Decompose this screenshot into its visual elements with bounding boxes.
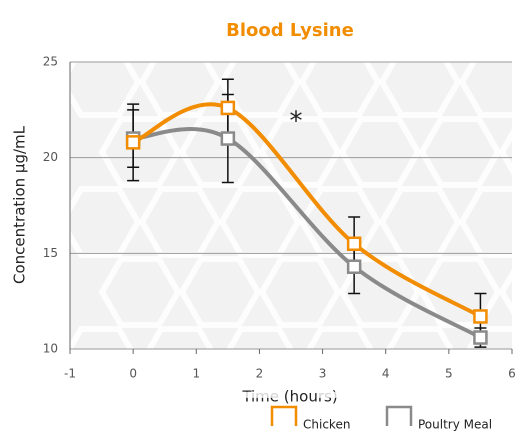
x-tick-label: 0 — [129, 367, 137, 381]
background-hex — [98, 256, 182, 328]
marker — [125, 135, 141, 150]
background-hex — [458, 326, 517, 398]
x-tick-label: 4 — [382, 367, 390, 381]
background-hex — [58, 46, 142, 118]
background-hex — [498, 260, 517, 324]
x-tick-label: 1 — [192, 367, 200, 381]
background-hex — [298, 186, 382, 258]
y-axis-label: Concentration µg/mL — [11, 125, 29, 284]
background-hex — [298, 46, 382, 118]
background-hex — [418, 256, 502, 328]
legend-swatch — [385, 405, 413, 426]
background-hex — [338, 256, 422, 328]
background-hex — [138, 326, 222, 398]
x-tick-label: 3 — [319, 367, 327, 381]
marker — [220, 100, 236, 116]
x-tick-label: 6 — [508, 367, 516, 381]
background-hex — [58, 186, 142, 258]
background-hex — [378, 326, 462, 398]
background-hex — [58, 326, 142, 398]
y-tick-label: 25 — [43, 55, 58, 69]
x-tick-label: -1 — [64, 367, 76, 381]
background-hex — [218, 326, 302, 398]
background-hex — [138, 186, 222, 258]
x-tick-label: 2 — [256, 367, 264, 381]
x-tick-label: 5 — [445, 367, 453, 381]
chart-title: Blood Lysine — [226, 20, 354, 41]
background-hex — [178, 116, 262, 188]
background-hex — [338, 116, 422, 188]
marker — [346, 259, 362, 274]
background-hex — [378, 186, 462, 258]
series-line — [132, 127, 482, 340]
y-tick-label: 15 — [43, 246, 58, 260]
y-tick-label: 20 — [43, 150, 58, 164]
series-line — [132, 102, 482, 319]
y-tick-label: 10 — [43, 342, 58, 356]
background-hex — [258, 256, 342, 328]
annotation: * — [290, 107, 303, 137]
background-hex — [458, 186, 517, 258]
background-hex — [458, 46, 517, 118]
legend-label: Chicken — [303, 418, 350, 432]
background-hex — [378, 46, 462, 118]
background-hex — [218, 46, 302, 118]
legend-swatch — [270, 405, 298, 426]
marker — [473, 309, 488, 324]
marker — [220, 131, 236, 146]
background-hex — [498, 120, 517, 184]
background-hex — [138, 46, 222, 118]
legend-label: Poultry Meal — [418, 418, 492, 432]
background-hex — [418, 116, 502, 188]
marker — [473, 330, 488, 345]
background-hex — [298, 326, 382, 398]
background-hex — [178, 256, 262, 328]
marker — [346, 236, 362, 252]
background-hex — [98, 116, 182, 188]
background-hex — [258, 116, 342, 188]
